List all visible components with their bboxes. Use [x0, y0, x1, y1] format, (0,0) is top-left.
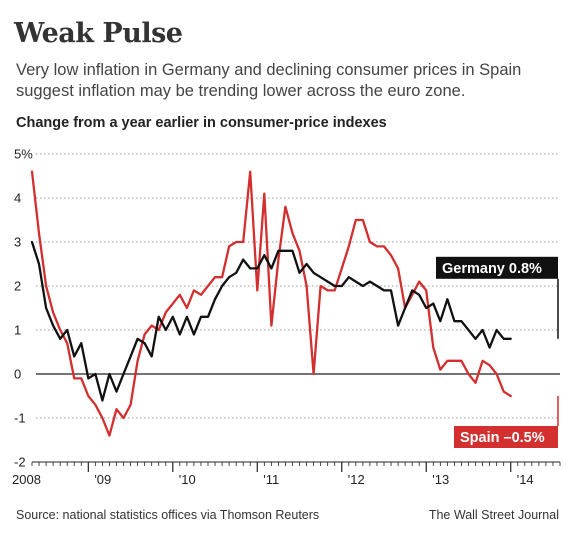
y-tick-label: 0 [14, 367, 21, 382]
chart-axis-description: Change from a year earlier in consumer-p… [16, 115, 387, 131]
series-lines [30, 170, 512, 437]
x-tick-label: '12 [348, 472, 365, 487]
y-tick-label: 5% [14, 147, 33, 162]
callout-label-germany: Germany 0.8% [442, 261, 542, 277]
y-axis-tick-labels: 5% 4 3 2 1 0 -1 -2 [14, 147, 33, 470]
y-tick-label: 1 [14, 323, 21, 338]
callout-box-germany [436, 256, 558, 279]
source-note: Source: national statistics offices via … [16, 508, 320, 522]
x-tick-label: '09 [94, 472, 111, 487]
x-tick-label: 2008 [12, 472, 41, 487]
series-line-germany [30, 240, 512, 402]
x-axis: 2008 '09 '10 '11 '12 '13 '14 [12, 461, 561, 487]
x-tick-label: '14 [517, 472, 534, 487]
chart-subtitle: Very low inflation in Germany and declin… [16, 61, 522, 100]
line-chart: 5% 4 3 2 1 0 -1 -2 2008 '09 '10 '11 '12 '13 '14 Germa… [12, 147, 561, 487]
callout-box-spain [454, 426, 558, 448]
y-tick-label: -2 [14, 455, 26, 470]
series-callouts: Germany 0.8% Spain –0.5% [436, 256, 559, 448]
publisher-credit: The Wall Street Journal [428, 508, 559, 522]
x-tick-label: '10 [179, 472, 196, 487]
y-tick-label: 3 [14, 235, 21, 250]
chart-title: Weak Pulse [14, 18, 183, 49]
y-tick-label: -1 [14, 411, 26, 426]
callout-label-spain: Spain –0.5% [460, 430, 545, 446]
x-tick-label: '11 [263, 472, 279, 487]
y-tick-label: 2 [14, 279, 21, 294]
series-line-spain [30, 170, 512, 437]
x-tick-label: '13 [432, 472, 449, 487]
y-tick-label: 4 [14, 191, 21, 206]
